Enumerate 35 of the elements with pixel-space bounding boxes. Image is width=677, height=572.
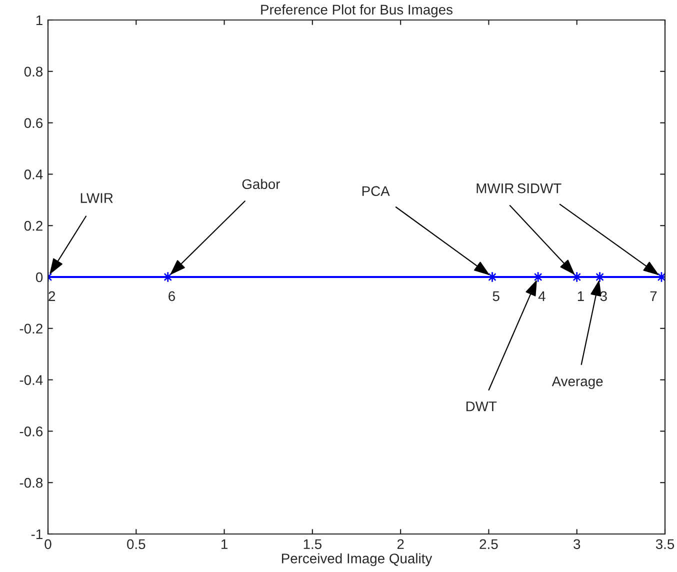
annotation: PCA (362, 186, 390, 196)
annotation: DWT (466, 402, 497, 412)
y-tick-label: 0 (36, 272, 43, 282)
y-tick-label: -0.8 (20, 478, 43, 488)
annotation: 5 (492, 291, 500, 302)
x-tick-label: 0 (44, 539, 52, 550)
annotation: 1 (578, 291, 584, 301)
y-tick-label: 0.4 (24, 170, 43, 180)
x-tick-label: 0.5 (127, 539, 146, 550)
x-tick-label: 1.5 (304, 539, 322, 550)
x-axis-title: Perceived Image Quality (282, 553, 432, 566)
y-tick-label: 0.8 (24, 66, 43, 77)
x-tick-label: 1 (221, 539, 228, 549)
y-tick-label: -0.6 (20, 426, 43, 436)
annotation: SIDWT (518, 183, 562, 194)
annotation: 7 (650, 291, 657, 301)
y-tick-label: -1 (31, 529, 42, 540)
x-tick-label: 2.5 (480, 539, 498, 550)
annotation: Average (552, 376, 603, 390)
y-tick-label: 1 (36, 15, 42, 26)
annotation: 2 (48, 291, 56, 301)
y-tick-label: 0.2 (24, 220, 42, 231)
x-tick-label: 2 (397, 539, 404, 549)
annotation: Gabor (242, 178, 280, 190)
annotation: MWIR (476, 184, 514, 194)
y-tick-label: -0.2 (20, 324, 42, 334)
annotation: 4 (538, 291, 546, 301)
annotation: 3 (600, 291, 607, 302)
x-tick-label: 3 (574, 539, 580, 550)
y-tick-label: 0.6 (24, 118, 43, 128)
annotation: 6 (168, 291, 175, 302)
x-tick-label: 3.5 (656, 539, 674, 550)
chart-title: Preference Plot for Bus Images (261, 4, 452, 18)
annotation: LWIR (80, 193, 113, 203)
y-tick-label: -0.4 (20, 375, 43, 385)
